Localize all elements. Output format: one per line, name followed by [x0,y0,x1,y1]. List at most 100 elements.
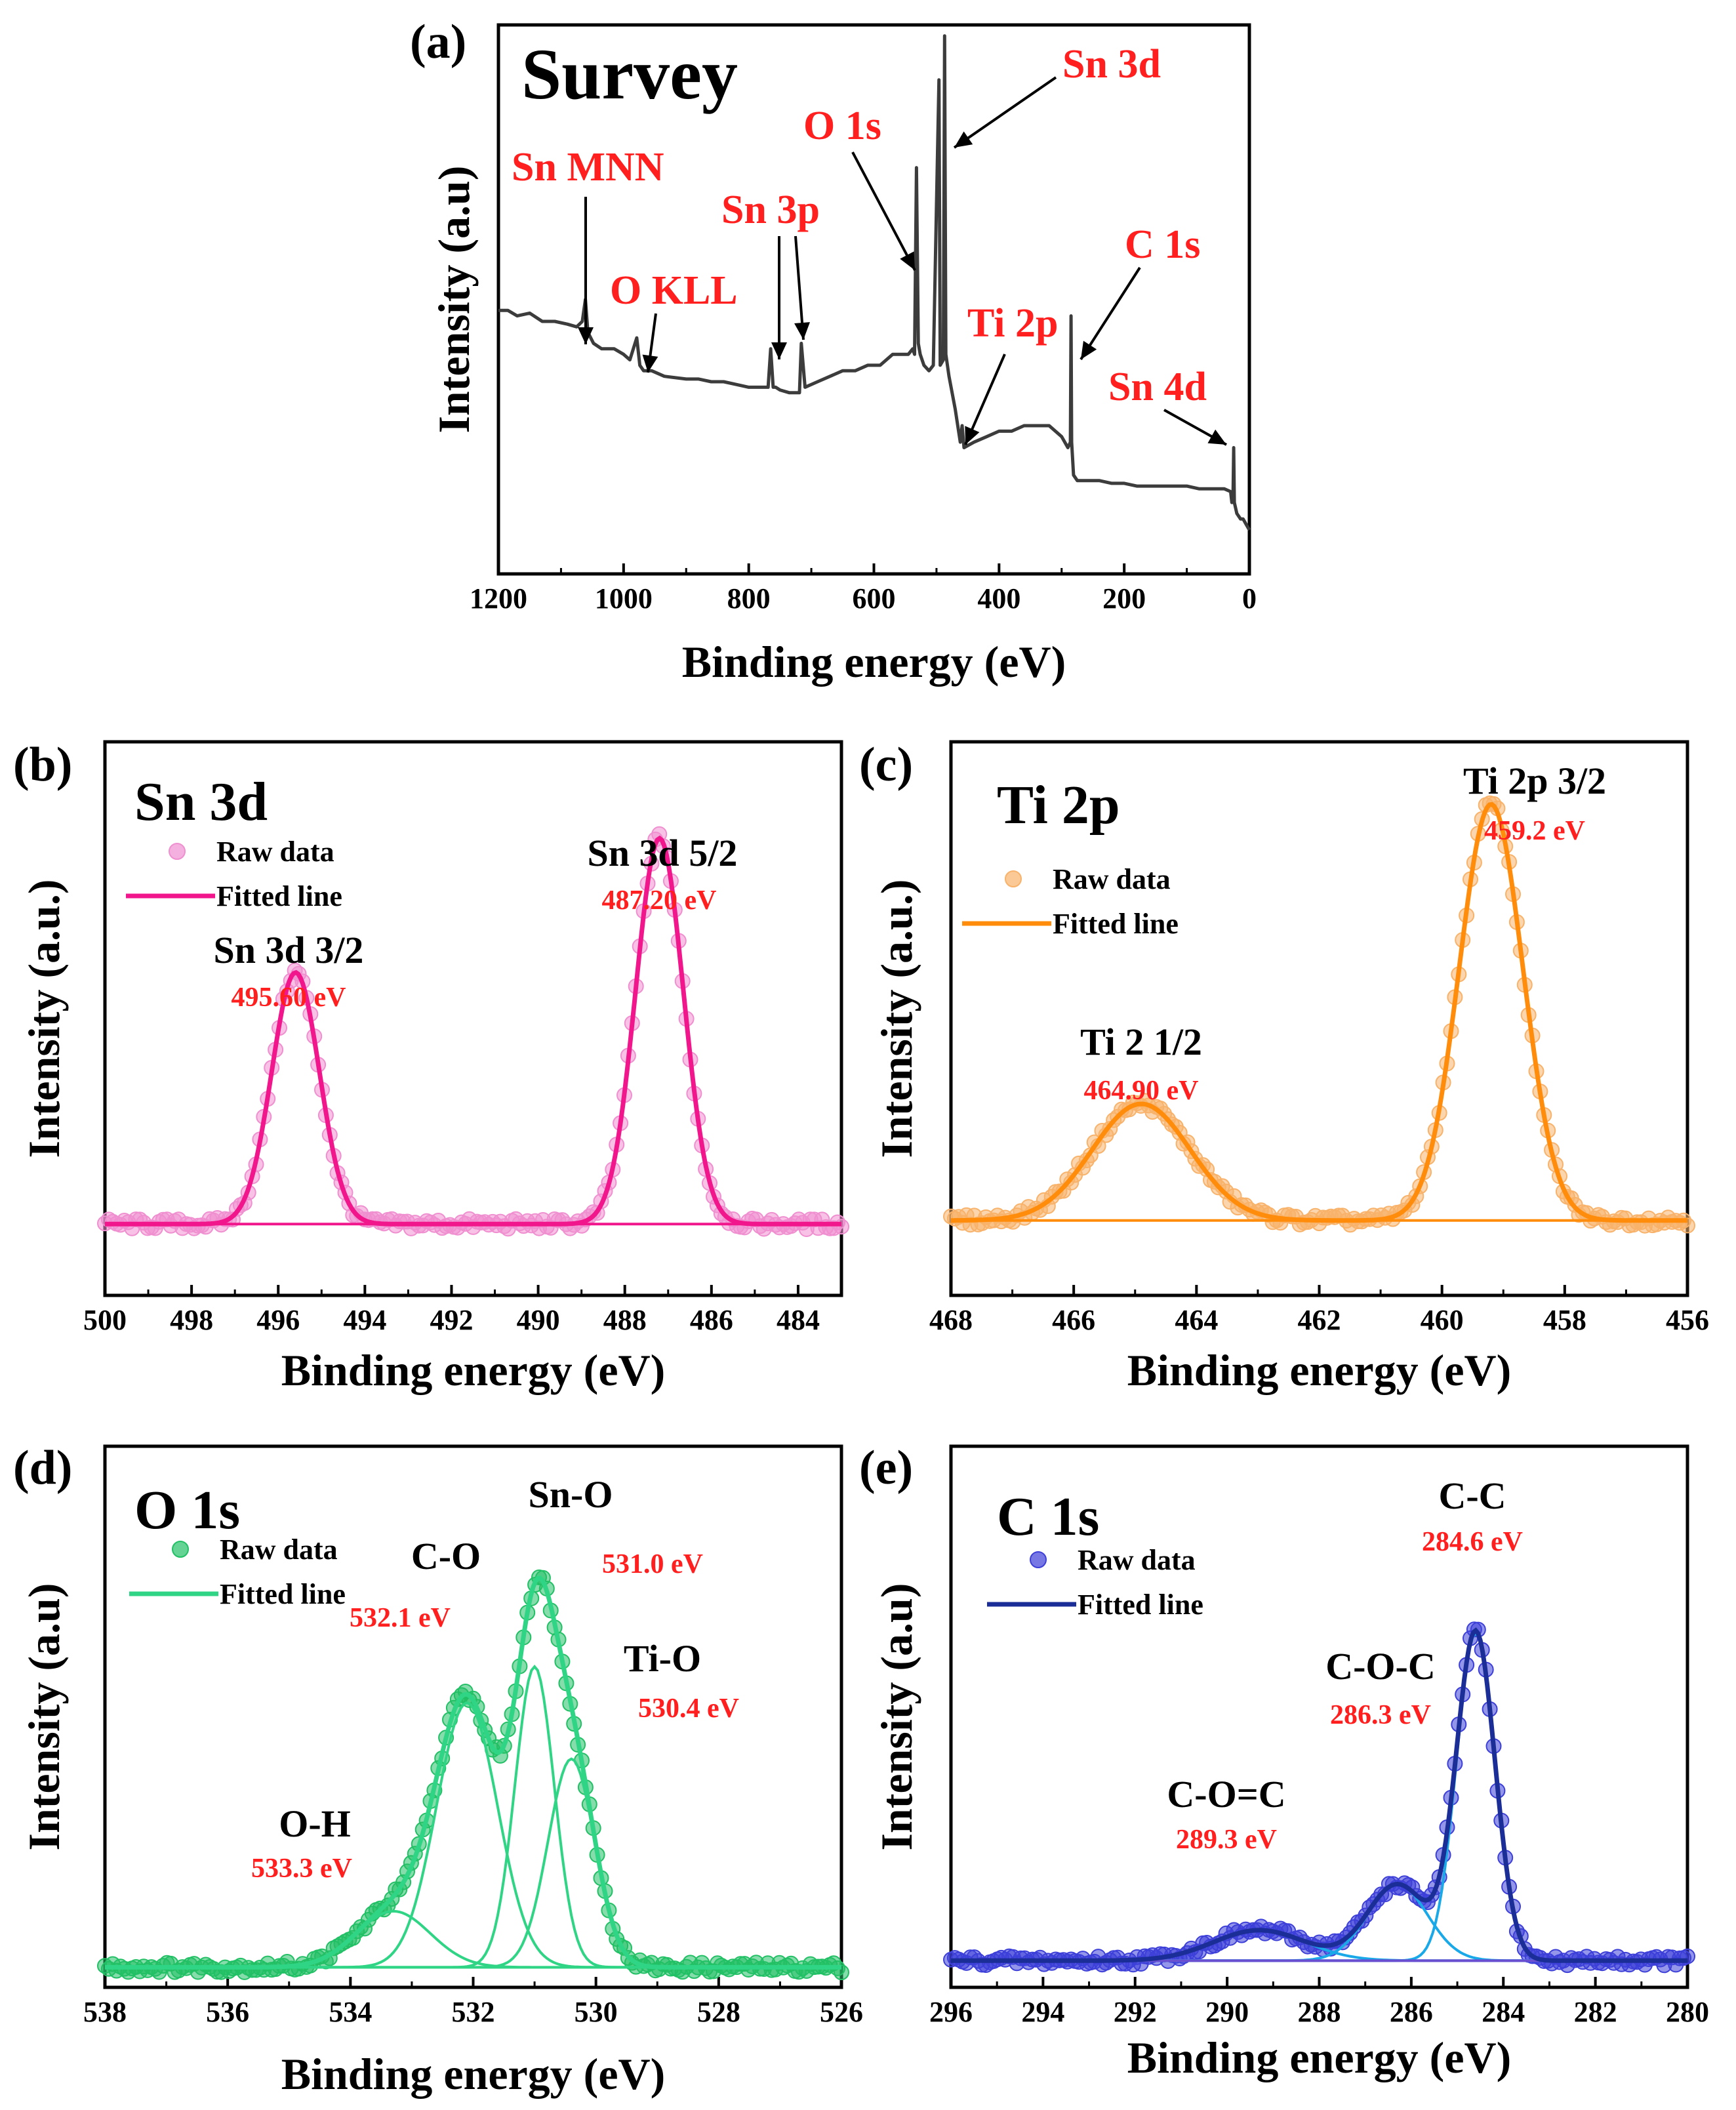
panel-c-x-tick-label: 458 [1543,1304,1586,1336]
panel-e-x-tick-label: 282 [1574,1996,1617,2028]
panel-d-x-tick-label: 538 [83,1996,127,2028]
panel-d-legend-fit-label: Fitted line [220,1578,346,1610]
panel-d-title: O 1s [134,1480,240,1541]
panel-d-x-tick-label: 526 [820,1996,863,2028]
panel-e-peak-value: 284.6 eV [1422,1527,1523,1557]
panel-a-survey: 1200 1000 800 600 400 200 0 (a) Binding energy (… [410,15,1257,687]
panel-d-legend-raw-label: Raw data [220,1533,338,1566]
panel-e-raw-data [943,1621,1695,1974]
panel-e-peak-name: C-O=C [1167,1773,1285,1816]
panel-c-x-tick-label: 468 [929,1304,973,1336]
panel-c-ti2p: 468 466 464 462 460 458 456 (c) Binding energy (… [859,738,1709,1395]
panel-c-y-axis-title: Intensity (a.u.) [872,879,921,1158]
panel-a-x-tick-label: 800 [727,582,771,615]
panel-b-x-tick-label: 486 [690,1304,733,1336]
panel-a-x-tick-label: 200 [1102,582,1146,615]
panel-a-title: Survey [521,34,738,114]
panel-b-panel-label: (b) [13,738,72,792]
panel-a-panel-label: (a) [410,15,466,69]
panel-e-legend-fit-label: Fitted line [1078,1589,1203,1621]
panel-a-x-tick-label: 1200 [470,582,527,615]
survey-peak-label: Ti 2p [967,301,1058,346]
panel-a-x-axis-title: Binding energy (eV) [682,637,1066,687]
panel-b-x-tick-label: 488 [603,1304,647,1336]
survey-arrow-head [771,342,787,359]
panel-b-peak-value: 495.60 eV [232,983,346,1013]
survey-spectrum-line [498,34,1251,531]
panel-c-legend-fit-label: Fitted line [1053,908,1179,940]
panel-b-sn3d: 500 498 496 494 492 490 488 486 484 (b) Binding en… [13,738,849,1395]
survey-arrow-head [900,251,915,270]
panel-e-x-tick-label: 290 [1205,1996,1249,2028]
panel-b-y-axis-title: Intensity (a.u.) [19,879,69,1158]
panel-a-x-tick-label: 1000 [595,582,653,615]
panel-b-x-axis-title: Binding energy (eV) [281,1345,666,1395]
panel-b-x-tick-label: 494 [343,1304,386,1336]
survey-peak-label: O KLL [610,268,738,313]
panel-c-legend-raw-marker [1005,870,1022,887]
panel-c-x-tick-label: 462 [1298,1304,1341,1336]
survey-arrow-shaft [794,235,805,340]
panel-a-x-tick-label: 0 [1242,582,1257,615]
panel-d-raw-data [97,1569,849,1981]
panel-e-x-tick-label: 292 [1114,1996,1157,2028]
survey-arrow-head [954,131,973,148]
panel-b-peak-value: 487.20 eV [602,885,717,916]
panel-e-legend-raw-label: Raw data [1078,1544,1196,1576]
panel-b-x-tick-label: 490 [517,1304,560,1336]
survey-arrow-head [642,354,658,373]
survey-arrow-head [1081,340,1097,359]
panel-e-x-tick-label: 296 [929,1996,973,2028]
panel-b-legend-raw-marker [169,843,186,860]
panel-d-peak-value: 533.3 eV [251,1854,352,1884]
panel-b-plot-frame [103,740,843,1297]
panel-d-peak-value: 531.0 eV [602,1549,703,1579]
panel-d-peak-name: Sn-O [529,1473,613,1516]
survey-peak-label: C 1s [1125,222,1200,267]
survey-arrow-shaft [851,152,916,271]
panel-a-x-tick-label: 400 [977,582,1020,615]
panel-d-x-axis-title: Binding energy (eV) [281,2049,666,2099]
panel-b-raw-point [834,1219,849,1235]
panel-a-y-axis-title: Intensity (a.u) [429,165,479,433]
panel-c-x-tick-label: 464 [1175,1304,1218,1336]
panel-d-peak-name: Ti-O [624,1637,701,1680]
panel-e-x-tick-label: 284 [1482,1996,1525,2028]
panel-c-peak-value: 459.2 eV [1484,816,1585,846]
panel-e-x-axis-title: Binding energy (eV) [1127,2033,1512,2082]
panel-e-x-tick-label: 294 [1021,1996,1064,2028]
panel-e-peak-value: 289.3 eV [1176,1825,1277,1855]
panel-d-x-tick-label: 536 [206,1996,249,2028]
panel-b-x-tick-label: 496 [256,1304,300,1336]
survey-arrow-shaft [1080,266,1141,361]
survey-arrow-head [794,322,810,340]
survey-peak-label: Sn 3p [721,188,820,232]
panel-c-panel-label: (c) [859,738,913,792]
panel-c-raw-data [943,795,1695,1234]
panel-c-x-tick-label: 456 [1666,1304,1709,1336]
panel-d-y-axis-title: Intensity (a.u) [19,1583,69,1850]
panel-b-raw-data [97,826,849,1237]
panel-e-peak-name: C-C [1438,1474,1506,1517]
survey-peak-label: O 1s [803,104,881,148]
panel-c-peak-name: Ti 2p 3/2 [1463,760,1606,802]
panel-e-x-tick-label: 286 [1390,1996,1433,2028]
survey-arrow-shaft [953,76,1057,149]
panel-d-x-tick-label: 530 [575,1996,618,2028]
survey-peak-label: Sn 4d [1108,365,1207,409]
panel-d-component-curve [105,1701,841,1969]
panel-c-peak-value: 464.90 eV [1084,1076,1199,1106]
survey-peak-label: Sn 3d [1062,42,1161,87]
panel-c-fitted-line [951,801,1687,1223]
panel-e-y-axis-title: Intensity (a.u) [872,1583,921,1850]
panel-d-x-tick-label: 528 [697,1996,740,2028]
panel-d-x-tick-label: 534 [329,1996,372,2028]
panel-e-x-tick-label: 280 [1666,1996,1709,2028]
panel-c-title: Ti 2p [997,775,1120,836]
panel-d-legend-raw-marker [172,1541,189,1558]
panel-b-x-tick-label: 500 [83,1304,127,1336]
panel-d-peak-value: 530.4 eV [638,1694,739,1724]
panel-c-x-tick-label: 460 [1421,1304,1464,1336]
panel-d-component-curve [105,1757,841,1969]
survey-arrow-head [578,327,594,344]
